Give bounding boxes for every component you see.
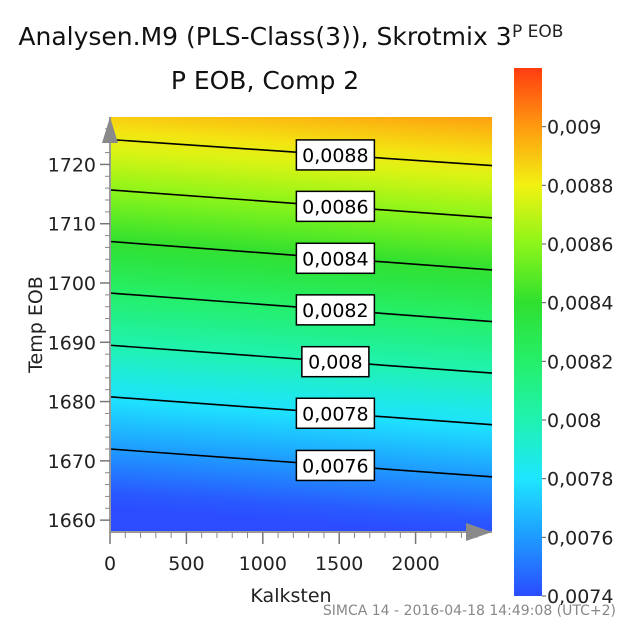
x-tick-label: 2000	[391, 553, 439, 575]
y-tick-label: 1700	[48, 273, 96, 295]
contour-line	[110, 344, 492, 374]
colorbar-tick-label: 0,0084	[547, 293, 613, 315]
x-tick-label: 500	[168, 553, 204, 575]
colorbar-tick-label: 0,0086	[547, 234, 613, 256]
contour-label-box	[295, 190, 376, 223]
colorbar-title: P EOB	[512, 22, 564, 42]
x-tick-label: 1500	[315, 553, 363, 575]
contour-label: 0,0084	[302, 248, 368, 270]
contour-label: 0,0078	[302, 403, 368, 425]
contour-label: 0,0076	[302, 455, 368, 477]
footer-timestamp: SIMCA 14 - 2016-04-18 14:49:08 (UTC+2)	[322, 603, 616, 619]
contour-label-box	[301, 345, 370, 378]
y-axis-label: Temp EOB	[25, 276, 47, 374]
colorbar	[514, 68, 542, 596]
chart-title: Analysen.M9 (PLS-Class(3)), Skrotmix 3	[18, 22, 512, 51]
x-axis-arrow	[466, 523, 492, 541]
y-tick-label: 1660	[48, 510, 96, 532]
y-axis-arrow	[102, 117, 118, 143]
chart-subtitle: P EOB, Comp 2	[170, 66, 360, 95]
colorbar-tick-label: 0,0088	[547, 175, 613, 197]
y-tick-label: 1690	[48, 332, 96, 354]
contour-label: 0,0088	[302, 145, 368, 167]
colorbar-tick-label: 0,0074	[547, 586, 613, 608]
contour-label-box	[295, 449, 376, 482]
contour-label: 0,0082	[302, 300, 368, 322]
y-tick-label: 1680	[48, 392, 96, 414]
y-tick-label: 1670	[48, 451, 96, 473]
contour-label-box	[295, 397, 376, 430]
colorbar-tick-label: 0,008	[547, 410, 601, 432]
colorbar-tick-label: 0,0082	[547, 351, 613, 373]
contour-label: 0,008	[308, 352, 362, 374]
y-tick-label: 1710	[48, 214, 96, 236]
contour-label: 0,0086	[302, 196, 368, 218]
colorbar-tick-label: 0,0078	[547, 469, 613, 491]
colorbar-tick-label: 0,009	[547, 117, 601, 139]
contour-label-box	[295, 139, 376, 171]
contour-label-box	[295, 294, 376, 326]
x-axis-label: Kalksten	[250, 585, 331, 607]
colorbar-tick-label: 0,0076	[547, 527, 613, 549]
y-tick-label: 1720	[48, 154, 96, 176]
x-tick-label: 0	[104, 553, 116, 575]
contour-label-box	[295, 242, 376, 275]
x-tick-label: 1000	[239, 553, 287, 575]
